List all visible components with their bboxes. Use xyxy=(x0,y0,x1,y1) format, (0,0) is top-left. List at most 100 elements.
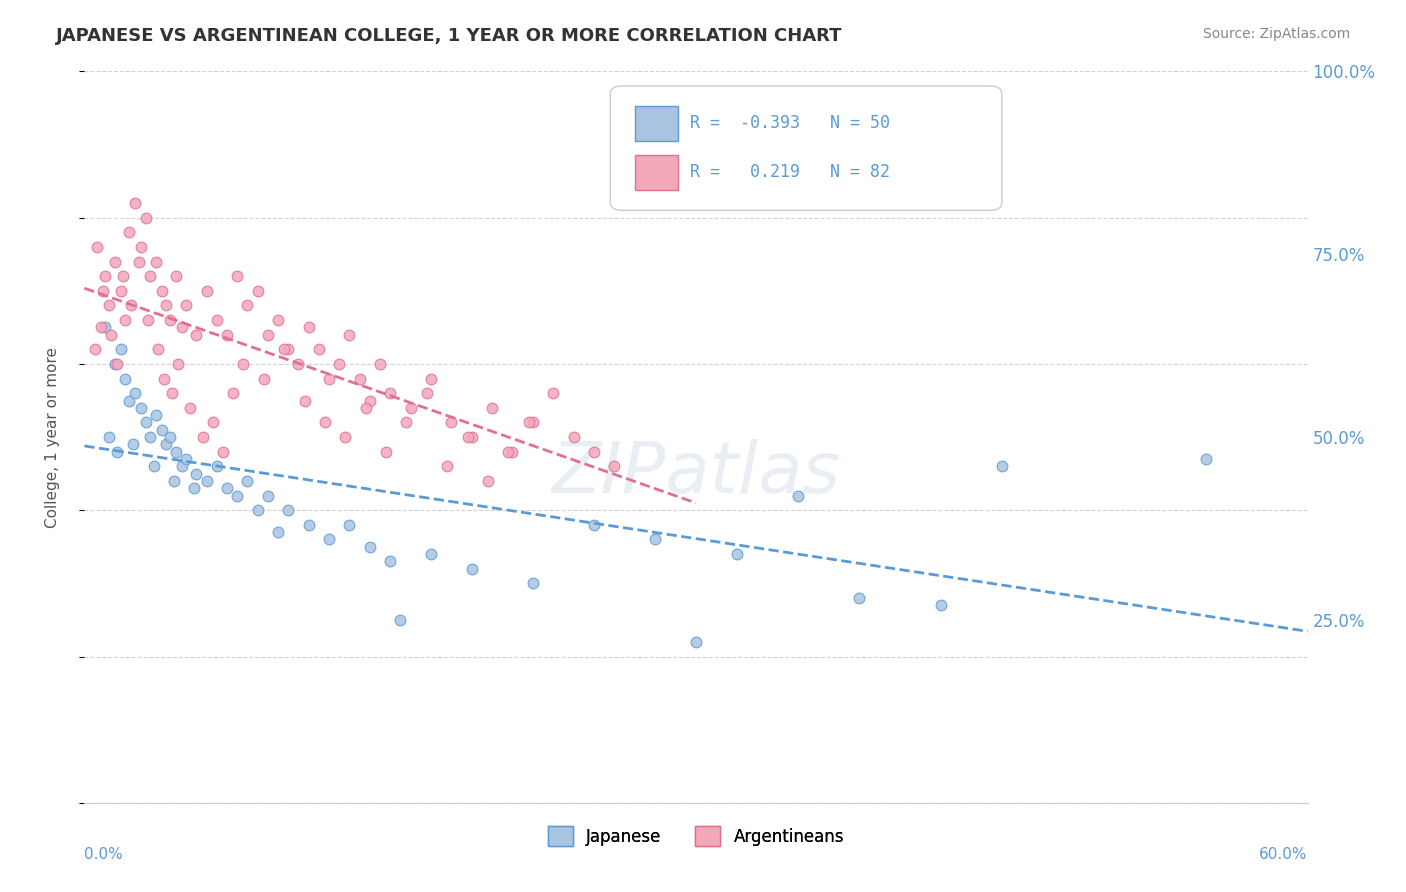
Point xyxy=(226,489,249,503)
Point xyxy=(420,371,443,385)
Point xyxy=(368,357,391,371)
Point xyxy=(150,284,173,298)
Point xyxy=(461,430,484,444)
Point xyxy=(498,444,520,458)
Point xyxy=(562,430,585,444)
Point xyxy=(131,240,153,254)
Point xyxy=(138,269,160,284)
Point xyxy=(124,386,146,401)
Point xyxy=(848,591,870,605)
Point xyxy=(186,467,208,481)
Point xyxy=(122,437,145,451)
Point xyxy=(191,430,214,444)
Point xyxy=(420,547,443,561)
Text: R =  -0.393   N = 50: R = -0.393 N = 50 xyxy=(690,114,890,132)
Point xyxy=(105,444,128,458)
Point xyxy=(339,327,361,342)
Point xyxy=(246,284,269,298)
Point xyxy=(395,416,418,430)
Point xyxy=(217,327,239,342)
Point xyxy=(277,503,299,517)
Point xyxy=(195,474,218,488)
Point xyxy=(298,517,321,532)
Point xyxy=(375,444,398,458)
Point xyxy=(436,459,458,474)
Point xyxy=(97,298,120,312)
Point xyxy=(163,474,186,488)
Point xyxy=(131,401,153,415)
Point xyxy=(183,481,205,495)
Point xyxy=(136,313,159,327)
Point xyxy=(83,343,105,357)
Point xyxy=(145,408,167,422)
Point xyxy=(226,269,249,284)
Point xyxy=(186,327,208,342)
Point xyxy=(138,430,160,444)
Text: R =   0.219   N = 82: R = 0.219 N = 82 xyxy=(690,163,890,181)
Point xyxy=(253,371,276,385)
Point xyxy=(155,437,177,451)
Point xyxy=(298,320,321,334)
FancyBboxPatch shape xyxy=(636,106,678,141)
Legend: Japanese, Argentineans: Japanese, Argentineans xyxy=(541,820,851,853)
Point xyxy=(603,459,626,474)
Point xyxy=(86,240,108,254)
Point xyxy=(93,269,115,284)
Point xyxy=(118,225,141,239)
Point xyxy=(165,444,187,458)
Point xyxy=(461,562,484,576)
Text: Source: ZipAtlas.com: Source: ZipAtlas.com xyxy=(1202,27,1350,41)
Point xyxy=(725,547,748,561)
Point xyxy=(257,489,280,503)
Point xyxy=(222,386,245,401)
Point xyxy=(212,444,235,458)
Point xyxy=(142,459,165,474)
Point xyxy=(267,525,290,540)
Point xyxy=(517,416,540,430)
Point xyxy=(277,343,299,357)
Point xyxy=(328,357,350,371)
Point xyxy=(354,401,377,415)
Point xyxy=(118,393,141,408)
Point xyxy=(153,371,176,385)
Text: 0.0%: 0.0% xyxy=(84,847,124,862)
FancyBboxPatch shape xyxy=(636,154,678,190)
Point xyxy=(287,357,309,371)
Point xyxy=(991,459,1014,474)
Point xyxy=(389,613,412,627)
Point xyxy=(145,254,167,268)
Point xyxy=(440,416,463,430)
Point xyxy=(135,211,157,225)
Point xyxy=(787,489,810,503)
Point xyxy=(522,576,544,591)
Point xyxy=(110,343,132,357)
Point xyxy=(160,386,183,401)
Text: JAPANESE VS ARGENTINEAN COLLEGE, 1 YEAR OR MORE CORRELATION CHART: JAPANESE VS ARGENTINEAN COLLEGE, 1 YEAR … xyxy=(56,27,842,45)
Point xyxy=(150,423,173,437)
Point xyxy=(349,371,371,385)
Point xyxy=(128,254,150,268)
Point xyxy=(246,503,269,517)
Point xyxy=(267,313,290,327)
Point xyxy=(195,284,218,298)
Point xyxy=(205,313,228,327)
Point xyxy=(110,284,132,298)
Point xyxy=(399,401,422,415)
Point xyxy=(104,254,127,268)
Point xyxy=(179,401,201,415)
Point xyxy=(294,393,316,408)
Point xyxy=(257,327,280,342)
FancyBboxPatch shape xyxy=(610,86,1002,211)
Point xyxy=(100,327,122,342)
Point xyxy=(112,269,135,284)
Point xyxy=(120,298,142,312)
Point xyxy=(159,313,181,327)
Point xyxy=(172,320,194,334)
Point xyxy=(172,459,194,474)
Text: 60.0%: 60.0% xyxy=(1260,847,1308,862)
Point xyxy=(359,540,381,554)
Point xyxy=(232,357,254,371)
Point xyxy=(135,416,157,430)
Point xyxy=(644,533,666,547)
Point xyxy=(481,401,503,415)
